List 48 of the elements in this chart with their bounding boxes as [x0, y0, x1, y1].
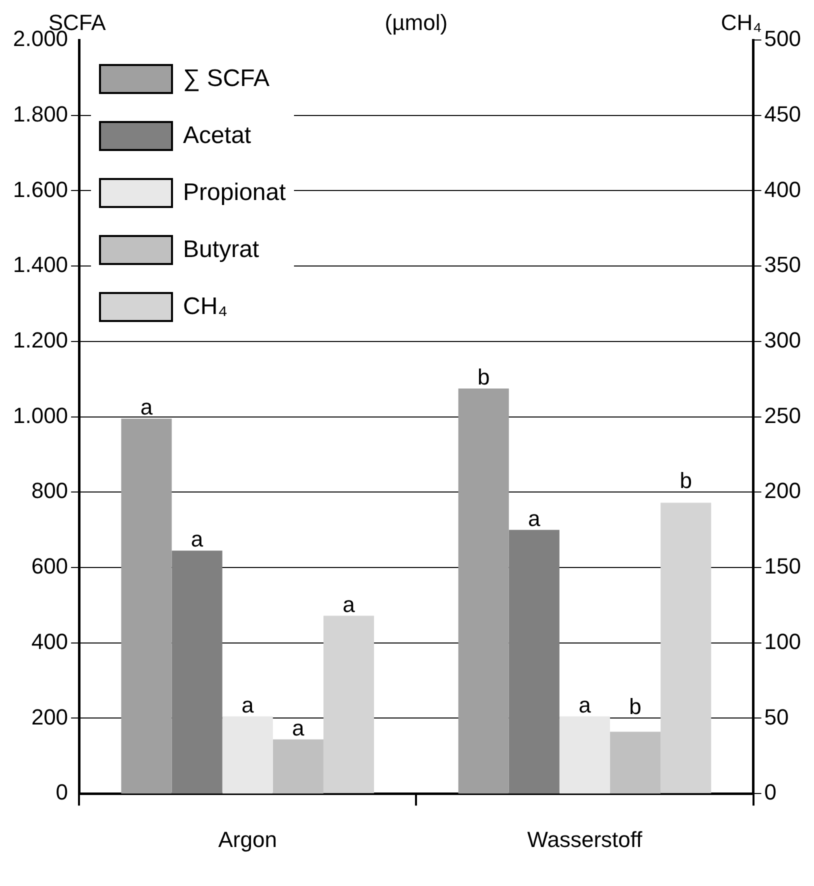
data-label: b: [477, 364, 490, 390]
bar: [508, 530, 560, 794]
bar: [121, 418, 172, 794]
data-label: a: [292, 715, 306, 740]
data-label: b: [680, 468, 692, 494]
y2-tick-label: 0: [764, 780, 777, 805]
y2-tick-label: 200: [764, 478, 802, 504]
y2-tick-label: 250: [764, 402, 802, 428]
y2-tick-label: 500: [764, 26, 802, 52]
x-tick-label: Argon: [218, 826, 277, 852]
y2-tick-label: 450: [764, 101, 802, 126]
x-tick-label: Wasserstoff: [527, 826, 644, 852]
y-tick-label: 1.400: [12, 252, 68, 278]
y-tick-label: 1.200: [12, 328, 68, 353]
y-tick-label: 1.800: [12, 101, 68, 126]
legend-label: Acetat: [183, 122, 252, 150]
y2-tick-label: 150: [764, 554, 802, 579]
y-tick-label: 600: [31, 554, 68, 579]
bar: [610, 732, 661, 794]
bar: [222, 716, 273, 794]
data-label: a: [578, 692, 592, 718]
y-tick-label: 0: [56, 780, 68, 805]
bar: [458, 388, 509, 794]
y-tick-label: 400: [31, 628, 68, 654]
y-tick-label: 1.000: [12, 402, 68, 428]
y2-tick-label: 400: [764, 176, 802, 202]
data-label: a: [140, 394, 154, 420]
legend-label: CH₄: [183, 292, 228, 320]
data-label: b: [629, 694, 642, 720]
data-label: a: [342, 592, 356, 617]
y-tick-label: 200: [31, 704, 68, 730]
legend-label: ∑ SCFA: [183, 64, 270, 92]
legend-label: Propionat: [183, 178, 286, 206]
y2-tick-label: 350: [764, 252, 802, 278]
legend-label: Butyrat: [183, 236, 260, 264]
y-tick-label: 1.600: [12, 176, 68, 202]
chart-title: (µmol): [384, 10, 448, 35]
data-label: a: [241, 692, 254, 718]
bar: [559, 716, 610, 794]
data-label: a: [190, 526, 204, 552]
y2-tick-label: 100: [764, 628, 802, 654]
data-label: a: [528, 506, 542, 531]
bar: [272, 739, 324, 794]
y2-tick-label: 300: [764, 328, 802, 353]
y2-axis-title: CH₄: [720, 10, 762, 35]
y2-tick-label: 50: [764, 704, 789, 730]
y-tick-label: 800: [31, 478, 68, 504]
bar: [172, 550, 222, 794]
